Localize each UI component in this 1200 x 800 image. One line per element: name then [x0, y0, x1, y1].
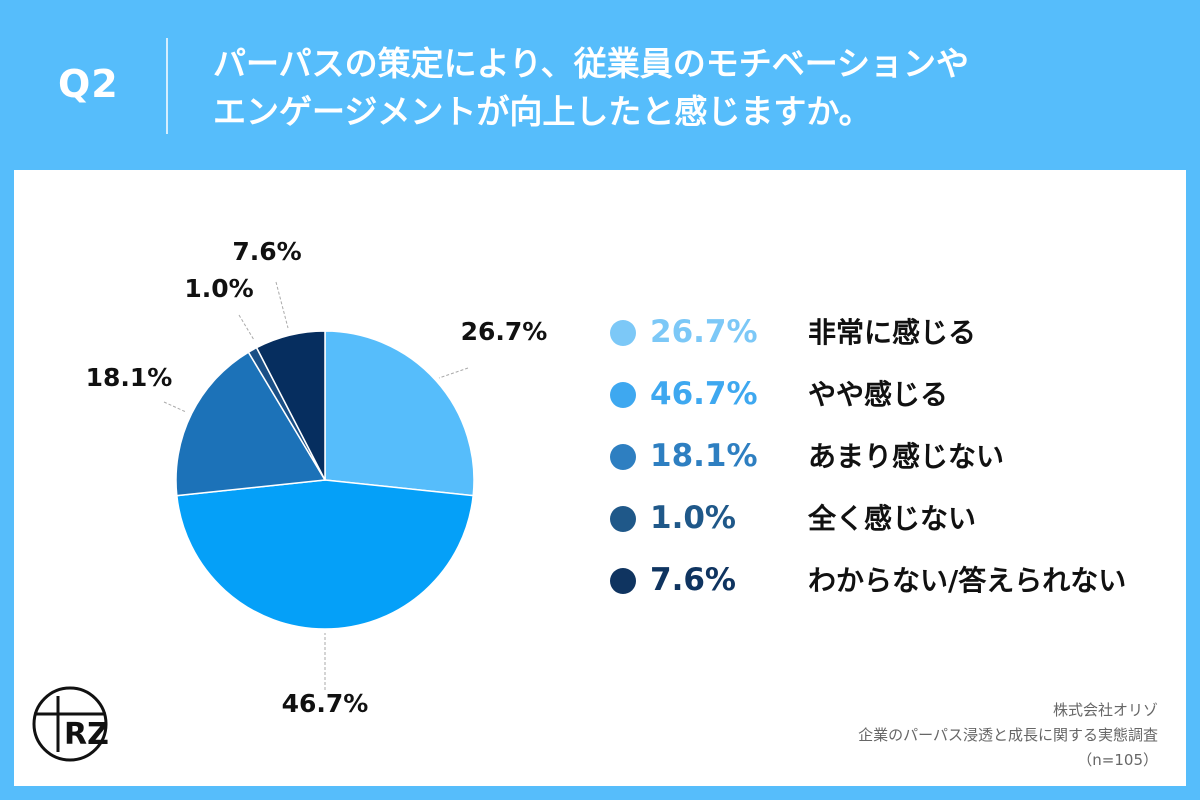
legend-label: あまり感じない — [808, 440, 1005, 473]
legend-percent: 46.7% — [650, 376, 758, 412]
legend-percent: 7.6% — [650, 562, 736, 598]
pie-slice — [175, 351, 327, 497]
leader-line — [238, 314, 255, 341]
pie-chart: 26.7% 46.7% 18.1% 1.0% 7.6% — [86, 237, 548, 718]
question-text: パーパスの策定により、従業員のモチベーションや エンゲージメントが向上したと感じ… — [213, 40, 969, 136]
legend-label: わからない/答えられない — [808, 564, 1127, 597]
question-line-2: エンゲージメントが向上したと感じますか。 — [213, 92, 872, 131]
svg-text:RZ: RZ — [64, 717, 109, 752]
leader-line — [275, 281, 289, 329]
leader-line — [438, 367, 469, 379]
legend-label: やや感じる — [808, 378, 949, 411]
pie-slice — [255, 330, 326, 481]
legend-percent: 26.7% — [650, 314, 758, 350]
legend-label: 非常に感じる — [808, 316, 977, 349]
legend-percent: 1.0% — [650, 500, 736, 536]
slice-value-label: 46.7% — [282, 689, 369, 718]
slice-value-label: 1.0% — [184, 274, 253, 303]
slice-value-label: 18.1% — [86, 363, 173, 392]
question-header: Q2 パーパスの策定により、従業員のモチベーションや エンゲージメントが向上した… — [0, 0, 1200, 170]
pie-slice — [175, 479, 475, 630]
oriz-logo-icon: RZ — [32, 686, 109, 762]
source-note: 株式会社オリゾ 企業のパーパス浸透と成長に関する実態調査 （n=105） — [858, 698, 1158, 773]
legend-dot-icon — [610, 568, 636, 594]
question-number: Q2 — [58, 62, 119, 106]
legend-label: 全く感じない — [808, 502, 977, 535]
source-company: 株式会社オリゾ — [1052, 701, 1158, 719]
legend-dot-icon — [610, 320, 636, 346]
slice-value-label: 26.7% — [461, 317, 548, 346]
slice-value-label: 7.6% — [232, 237, 301, 266]
chart-card: 26.7% 46.7% 18.1% 1.0% 7.6% 26.7% 非常に感じる 46.… — [14, 170, 1186, 786]
legend-dot-icon — [610, 506, 636, 532]
pie-slice — [324, 330, 475, 497]
header-divider — [166, 38, 168, 134]
source-sample-size: （n=105） — [1077, 751, 1158, 769]
legend-dot-icon — [610, 444, 636, 470]
question-line-1: パーパスの策定により、従業員のモチベーションや — [213, 44, 970, 83]
legend-dot-icon — [610, 382, 636, 408]
source-survey: 企業のパーパス浸透と成長に関する実態調査 — [858, 726, 1158, 744]
leader-line — [163, 401, 187, 413]
legend-percent: 18.1% — [650, 438, 758, 474]
